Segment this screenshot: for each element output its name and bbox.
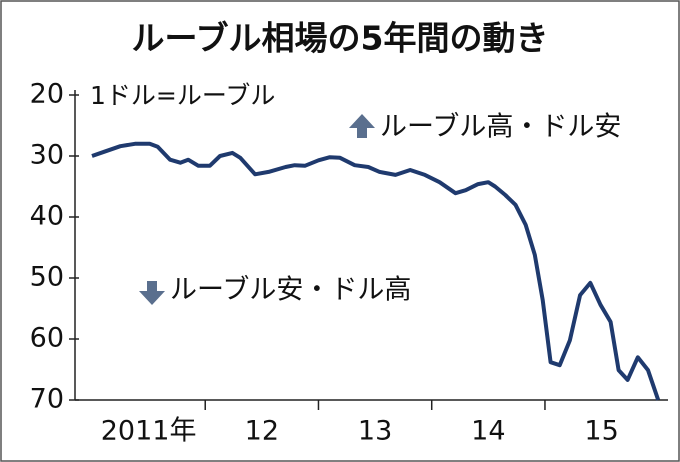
y-tick-label: 60 [30, 323, 64, 354]
y-tick-label: 50 [30, 262, 64, 293]
x-tick-label: 2011年 [101, 416, 197, 447]
x-tick-label: 12 [245, 416, 279, 447]
down-arrow [139, 281, 165, 305]
x-tick-label: 15 [584, 416, 618, 447]
x-tick-label: 14 [471, 416, 505, 447]
y-axis-label: 1ドル=ルーブル [90, 81, 275, 110]
y-tick-label: 40 [30, 201, 64, 232]
y-tick-label: 20 [30, 79, 64, 110]
x-tick-label: 13 [358, 416, 392, 447]
y-tick-label: 70 [30, 384, 64, 415]
annotation: ルーブル安・ドル高 [170, 275, 411, 306]
chart-title: ルーブル相場の5年間の動き [132, 19, 549, 58]
y-tick-label: 30 [30, 140, 64, 171]
series-line [91, 141, 661, 401]
annotation: ルーブル高・ドル安 [380, 112, 621, 143]
up-arrow [349, 114, 375, 138]
